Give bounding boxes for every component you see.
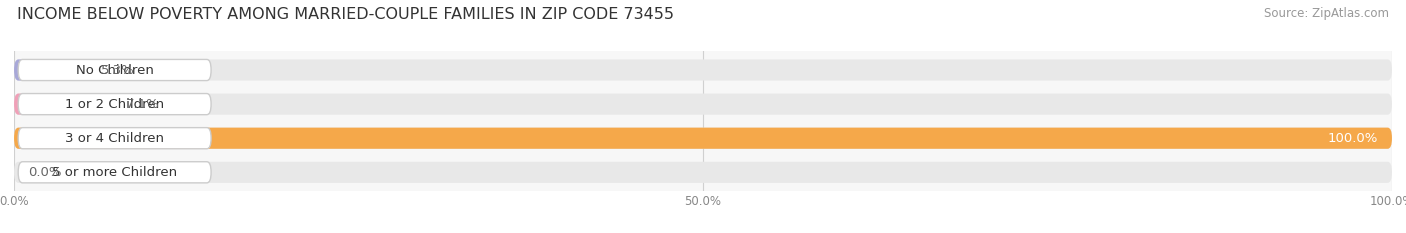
FancyBboxPatch shape [14,59,1392,81]
Text: No Children: No Children [76,64,153,76]
Text: 5 or more Children: 5 or more Children [52,166,177,179]
Text: Source: ZipAtlas.com: Source: ZipAtlas.com [1264,7,1389,20]
FancyBboxPatch shape [18,93,211,115]
FancyBboxPatch shape [14,162,1392,183]
Text: 100.0%: 100.0% [1327,132,1378,145]
Text: 0.0%: 0.0% [28,166,62,179]
Text: 5.3%: 5.3% [101,64,135,76]
Text: 7.1%: 7.1% [125,98,159,111]
FancyBboxPatch shape [18,128,211,149]
Text: INCOME BELOW POVERTY AMONG MARRIED-COUPLE FAMILIES IN ZIP CODE 73455: INCOME BELOW POVERTY AMONG MARRIED-COUPL… [17,7,673,22]
FancyBboxPatch shape [14,59,87,81]
FancyBboxPatch shape [14,93,112,115]
FancyBboxPatch shape [14,128,1392,149]
Text: 3 or 4 Children: 3 or 4 Children [65,132,165,145]
FancyBboxPatch shape [14,128,1392,149]
FancyBboxPatch shape [18,162,211,183]
FancyBboxPatch shape [14,93,1392,115]
Text: 1 or 2 Children: 1 or 2 Children [65,98,165,111]
FancyBboxPatch shape [18,59,211,81]
